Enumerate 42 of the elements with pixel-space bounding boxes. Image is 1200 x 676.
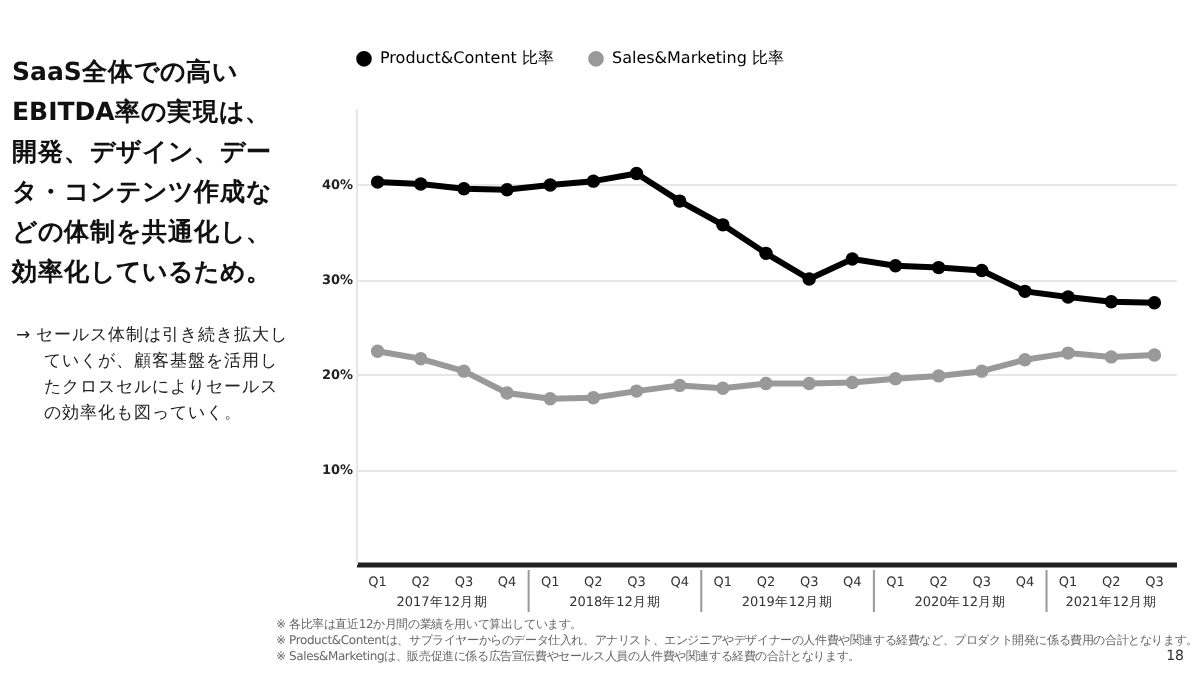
point bbox=[586, 174, 601, 188]
point bbox=[716, 218, 730, 232]
point bbox=[414, 352, 428, 366]
point bbox=[629, 166, 644, 181]
point bbox=[1104, 295, 1118, 309]
point bbox=[845, 375, 860, 390]
point bbox=[802, 272, 816, 286]
point bbox=[1104, 350, 1118, 364]
text: SaaS全体での高いEBITDA率の実現は、開発、デザイン、データ・コンテンツ作成などの体制を共通化し、効率化しているため。 bbox=[12, 54, 274, 290]
point bbox=[888, 372, 903, 386]
point bbox=[1147, 296, 1162, 310]
point bbox=[1061, 290, 1075, 304]
point bbox=[802, 376, 816, 391]
point bbox=[1018, 353, 1032, 367]
point bbox=[672, 194, 687, 208]
point bbox=[931, 260, 946, 275]
legend-label: Product&Content 比率 bbox=[380, 48, 554, 67]
point bbox=[975, 364, 989, 378]
point bbox=[543, 178, 557, 192]
point bbox=[672, 378, 687, 393]
point bbox=[370, 175, 385, 189]
point bbox=[716, 381, 730, 395]
legend-label: Sales&Marketing 比率 bbox=[612, 48, 784, 67]
point bbox=[500, 386, 514, 400]
point bbox=[931, 369, 946, 383]
point bbox=[414, 177, 428, 191]
point bbox=[975, 263, 989, 278]
point bbox=[370, 344, 385, 358]
text: → セールス体制は引き続き拡大していくが、顧客基盤を活用したクロスセルによりセールスの効率化も図っていく。 bbox=[16, 326, 288, 424]
point bbox=[457, 364, 471, 378]
point bbox=[1061, 346, 1075, 360]
point bbox=[457, 182, 471, 196]
point bbox=[759, 246, 773, 261]
point bbox=[888, 259, 903, 273]
point bbox=[1018, 284, 1032, 299]
point bbox=[629, 384, 644, 398]
point bbox=[1147, 348, 1162, 362]
point bbox=[845, 252, 860, 266]
point bbox=[586, 391, 601, 405]
point bbox=[543, 392, 557, 406]
point bbox=[500, 183, 514, 197]
point bbox=[759, 376, 773, 391]
